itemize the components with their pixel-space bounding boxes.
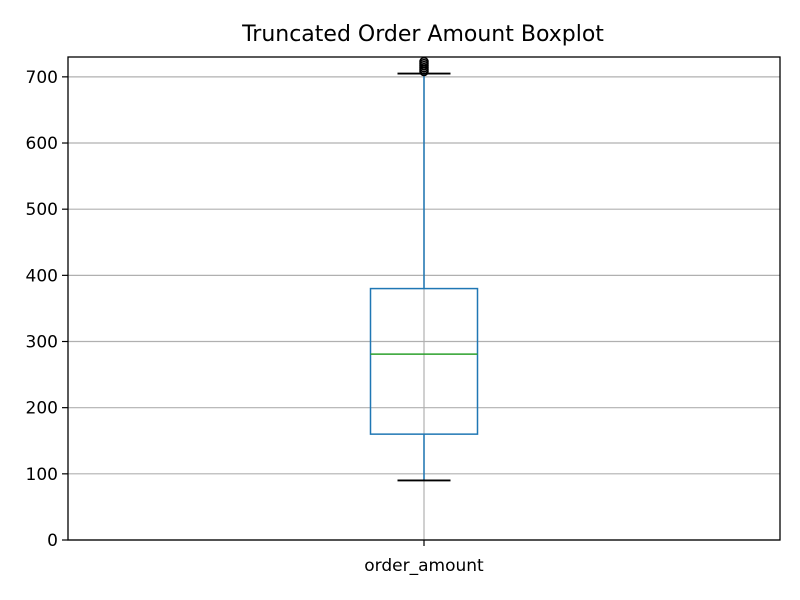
x-tick-label: order_amount xyxy=(364,556,484,576)
chart-title: Truncated Order Amount Boxplot xyxy=(241,22,604,47)
iqr-box xyxy=(369,287,479,435)
y-tick-label: 700 xyxy=(26,68,58,88)
y-tick-label: 0 xyxy=(47,531,58,551)
y-tick-label: 500 xyxy=(26,200,58,220)
tick-layer: 0 100 200 300 400 500 600 700 order_amount xyxy=(26,68,484,576)
y-tick-label: 300 xyxy=(26,333,58,353)
y-tick-label: 400 xyxy=(26,266,58,286)
y-tick-label: 100 xyxy=(26,465,58,485)
y-tick-label: 600 xyxy=(26,134,58,154)
y-tick-label: 200 xyxy=(26,399,58,419)
